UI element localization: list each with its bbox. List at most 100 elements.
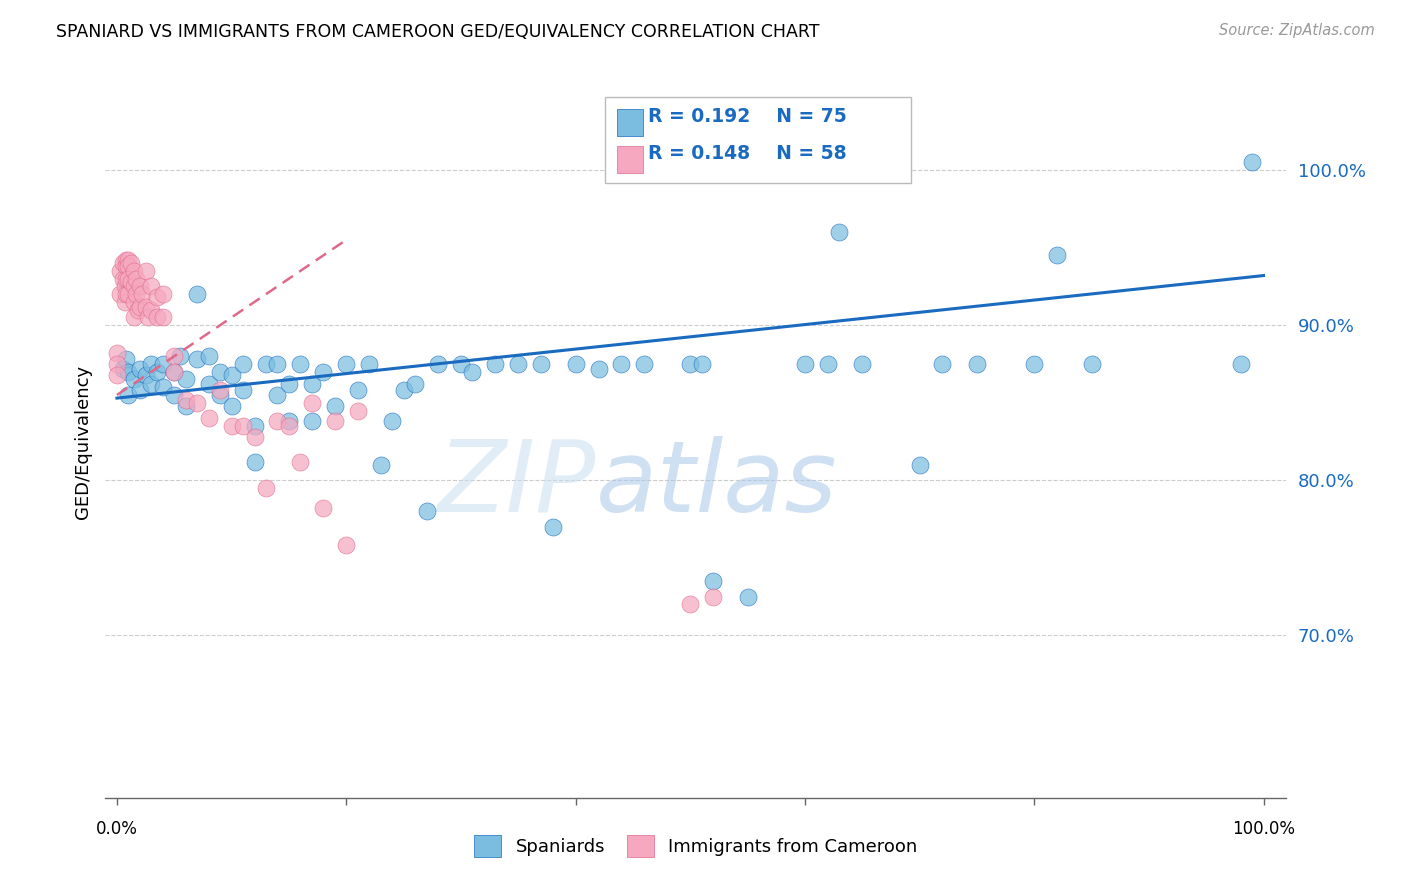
Immigrants from Cameroon — [122, 310, 145, 325]
Spaniards — [128, 384, 150, 398]
Immigrants from Cameroon — [117, 259, 139, 273]
Immigrants from Cameroon — [209, 384, 232, 398]
Spaniards — [243, 455, 266, 469]
Spaniards — [541, 520, 564, 534]
Immigrants from Cameroon — [125, 271, 148, 285]
Spaniards — [817, 357, 839, 371]
Immigrants from Cameroon — [115, 287, 138, 301]
Immigrants from Cameroon — [163, 349, 186, 363]
Immigrants from Cameroon — [122, 294, 145, 309]
Spaniards — [197, 349, 219, 363]
Spaniards — [141, 377, 163, 392]
Spaniards — [174, 399, 197, 413]
Spaniards — [117, 365, 139, 379]
Spaniards — [266, 357, 288, 371]
Spaniards — [335, 357, 357, 371]
Immigrants from Cameroon — [122, 264, 145, 278]
Spaniards — [186, 352, 208, 367]
Immigrants from Cameroon — [110, 264, 132, 278]
Spaniards — [793, 357, 815, 371]
Spaniards — [301, 414, 323, 428]
Immigrants from Cameroon — [117, 253, 139, 268]
Immigrants from Cameroon — [131, 287, 153, 301]
Immigrants from Cameroon — [122, 279, 145, 293]
Spaniards — [564, 357, 586, 371]
Spaniards — [163, 388, 186, 402]
Spaniards — [346, 384, 368, 398]
Spaniards — [152, 357, 174, 371]
Immigrants from Cameroon — [266, 414, 288, 428]
Immigrants from Cameroon — [679, 598, 702, 612]
Immigrants from Cameroon — [243, 430, 266, 444]
Immigrants from Cameroon — [120, 256, 142, 270]
Spaniards — [221, 368, 243, 382]
Immigrants from Cameroon — [301, 396, 323, 410]
Immigrants from Cameroon — [146, 310, 169, 325]
Spaniards — [1024, 357, 1046, 371]
Text: R = 0.148    N = 58: R = 0.148 N = 58 — [648, 144, 846, 163]
Immigrants from Cameroon — [105, 346, 128, 360]
Immigrants from Cameroon — [197, 411, 219, 425]
Immigrants from Cameroon — [120, 275, 142, 289]
Immigrants from Cameroon — [135, 300, 157, 314]
Spaniards — [221, 399, 243, 413]
Immigrants from Cameroon — [141, 302, 163, 317]
Immigrants from Cameroon — [702, 590, 724, 604]
Immigrants from Cameroon — [186, 396, 208, 410]
Spaniards — [1229, 357, 1251, 371]
Spaniards — [290, 357, 312, 371]
Spaniards — [679, 357, 702, 371]
Spaniards — [232, 384, 254, 398]
Spaniards — [209, 388, 232, 402]
Legend: Spaniards, Immigrants from Cameroon: Spaniards, Immigrants from Cameroon — [467, 828, 925, 864]
Immigrants from Cameroon — [312, 501, 335, 516]
Spaniards — [323, 399, 346, 413]
Immigrants from Cameroon — [323, 414, 346, 428]
Spaniards — [266, 388, 288, 402]
Spaniards — [197, 377, 219, 392]
Immigrants from Cameroon — [136, 310, 159, 325]
Immigrants from Cameroon — [221, 419, 243, 434]
Immigrants from Cameroon — [114, 279, 136, 293]
Spaniards — [146, 365, 169, 379]
Text: ZIP: ZIP — [437, 436, 596, 533]
Spaniards — [415, 504, 437, 518]
Spaniards — [370, 458, 392, 472]
Spaniards — [690, 357, 713, 371]
Immigrants from Cameroon — [146, 290, 169, 304]
Text: SPANIARD VS IMMIGRANTS FROM CAMEROON GED/EQUIVALENCY CORRELATION CHART: SPANIARD VS IMMIGRANTS FROM CAMEROON GED… — [56, 23, 820, 41]
Spaniards — [186, 287, 208, 301]
Spaniards — [404, 377, 426, 392]
Spaniards — [427, 357, 450, 371]
Immigrants from Cameroon — [174, 392, 197, 407]
Spaniards — [851, 357, 873, 371]
Spaniards — [966, 357, 988, 371]
Spaniards — [359, 357, 381, 371]
Spaniards — [1046, 248, 1069, 262]
Immigrants from Cameroon — [277, 419, 299, 434]
Spaniards — [128, 361, 150, 376]
Spaniards — [301, 377, 323, 392]
Spaniards — [115, 352, 138, 367]
Spaniards — [908, 458, 931, 472]
Spaniards — [135, 368, 157, 382]
Immigrants from Cameroon — [254, 481, 277, 495]
Spaniards — [1080, 357, 1102, 371]
Spaniards — [312, 365, 335, 379]
Immigrants from Cameroon — [290, 455, 312, 469]
Spaniards — [450, 357, 472, 371]
Immigrants from Cameroon — [105, 357, 128, 371]
Immigrants from Cameroon — [111, 271, 134, 285]
Immigrants from Cameroon — [125, 287, 148, 301]
Spaniards — [931, 357, 953, 371]
Text: 100.0%: 100.0% — [1232, 820, 1295, 838]
Spaniards — [209, 365, 232, 379]
Immigrants from Cameroon — [114, 294, 136, 309]
Spaniards — [277, 377, 299, 392]
Immigrants from Cameroon — [115, 253, 138, 268]
Spaniards — [117, 388, 139, 402]
Immigrants from Cameroon — [110, 287, 132, 301]
Text: atlas: atlas — [596, 436, 837, 533]
Spaniards — [174, 372, 197, 386]
Spaniards — [163, 365, 186, 379]
